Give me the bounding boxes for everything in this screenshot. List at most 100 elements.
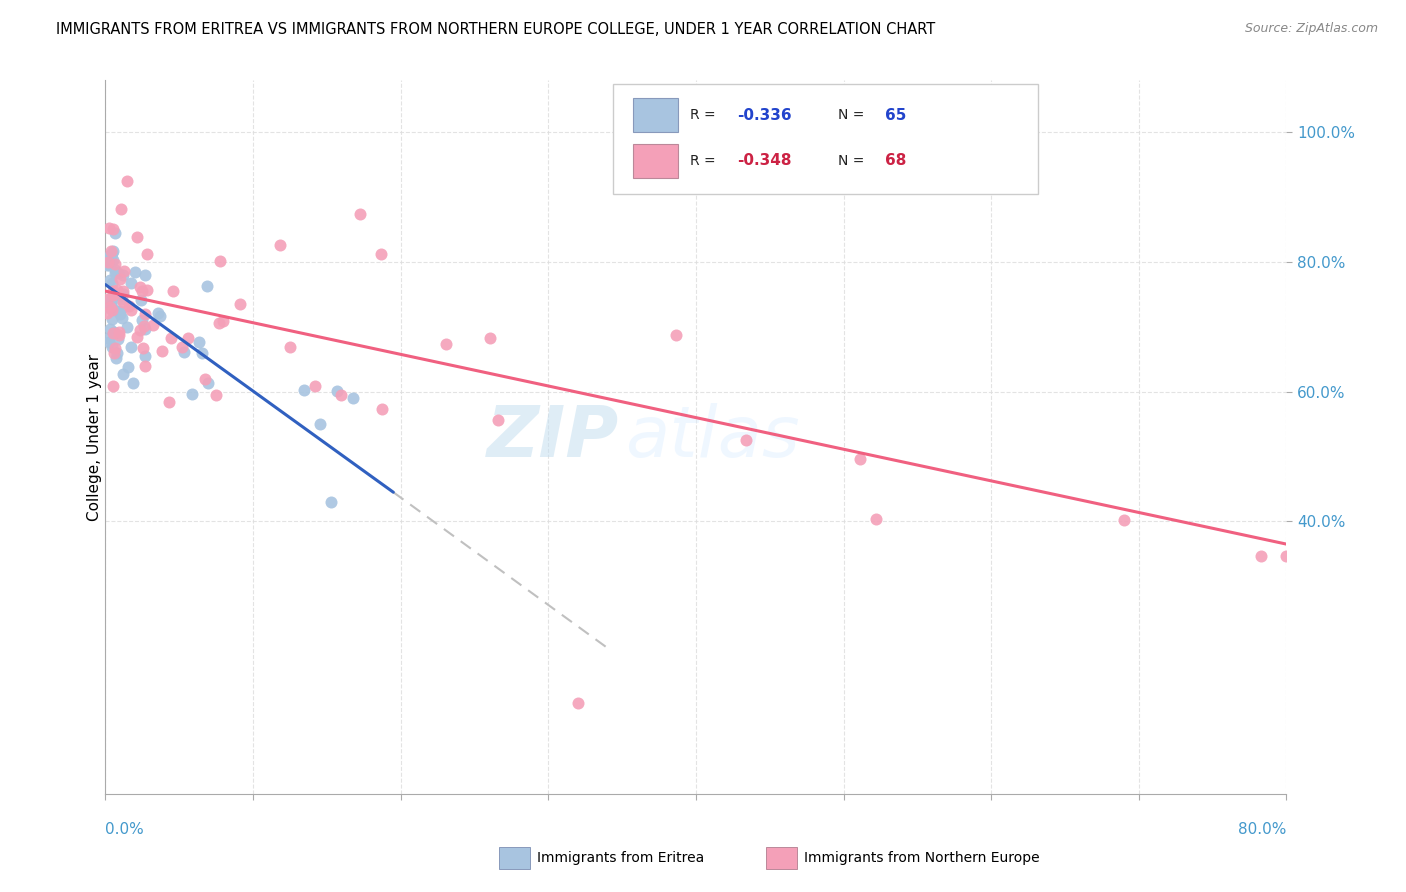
Point: [111, 268, 134, 282]
Point: [103, 288, 125, 302]
Point: [204, 387, 226, 401]
Point: [278, 340, 301, 354]
Point: [112, 287, 135, 301]
Point: [486, 413, 509, 427]
Point: [665, 327, 688, 342]
Point: [108, 326, 131, 340]
Point: [100, 301, 122, 315]
Point: [103, 288, 125, 302]
Point: [1275, 549, 1298, 563]
Point: [98, 295, 121, 310]
Point: [121, 340, 143, 354]
Point: [105, 283, 128, 297]
Point: [134, 322, 156, 336]
Point: [478, 331, 501, 345]
Point: [195, 278, 218, 293]
Point: [349, 207, 371, 221]
Point: [101, 276, 124, 290]
Point: [149, 309, 172, 323]
Point: [101, 285, 124, 299]
Point: [326, 384, 349, 398]
Point: [107, 266, 129, 280]
Point: [103, 346, 125, 360]
Point: [103, 325, 125, 339]
Point: [115, 174, 138, 188]
Point: [98, 322, 121, 336]
Text: R =: R =: [690, 154, 720, 168]
Y-axis label: College, Under 1 year: College, Under 1 year: [87, 353, 101, 521]
Point: [117, 299, 139, 313]
Point: [104, 257, 127, 271]
Point: [208, 316, 231, 330]
Point: [100, 255, 122, 269]
Point: [209, 254, 232, 268]
Point: [131, 284, 153, 298]
Point: [162, 285, 184, 299]
Point: [197, 376, 219, 390]
Text: Source: ZipAtlas.com: Source: ZipAtlas.com: [1244, 22, 1378, 36]
Point: [180, 386, 202, 401]
Text: -0.348: -0.348: [737, 153, 792, 169]
Point: [567, 696, 589, 710]
Point: [292, 384, 315, 398]
Point: [104, 266, 127, 280]
Point: [101, 246, 124, 260]
Point: [112, 295, 135, 310]
Point: [134, 349, 156, 363]
Point: [97, 255, 120, 269]
Point: [98, 221, 121, 235]
Text: -0.336: -0.336: [737, 108, 792, 123]
Text: N =: N =: [838, 154, 869, 168]
Point: [96, 258, 118, 272]
Point: [434, 337, 457, 351]
Text: atlas: atlas: [626, 402, 800, 472]
Text: Immigrants from Eritrea: Immigrants from Eritrea: [537, 851, 704, 865]
Point: [100, 250, 122, 264]
Point: [111, 310, 134, 325]
Point: [96, 306, 118, 320]
Text: N =: N =: [838, 108, 869, 122]
Point: [110, 202, 132, 217]
Point: [108, 304, 131, 318]
Point: [194, 372, 217, 386]
Point: [124, 265, 146, 279]
Point: [125, 329, 148, 343]
Point: [108, 272, 131, 286]
Point: [136, 283, 159, 297]
Point: [100, 291, 122, 305]
Point: [129, 323, 152, 337]
Point: [329, 388, 352, 402]
Point: [122, 376, 145, 391]
Point: [321, 495, 343, 509]
Point: [107, 303, 129, 318]
Text: Immigrants from Northern Europe: Immigrants from Northern Europe: [804, 851, 1040, 865]
Point: [98, 273, 121, 287]
Point: [105, 346, 128, 360]
Bar: [633, 98, 678, 132]
Point: [96, 300, 118, 314]
Text: 80.0%: 80.0%: [1239, 822, 1286, 837]
Point: [104, 262, 127, 277]
Point: [103, 326, 125, 340]
Text: ZIP: ZIP: [486, 402, 619, 472]
Point: [371, 401, 394, 416]
Point: [134, 268, 156, 282]
Point: [269, 238, 291, 252]
Point: [104, 226, 127, 240]
Point: [212, 313, 235, 327]
Point: [129, 293, 152, 307]
Point: [107, 332, 129, 346]
Point: [128, 280, 150, 294]
Point: [735, 433, 758, 447]
Point: [112, 284, 135, 298]
Point: [120, 277, 142, 291]
Point: [100, 340, 122, 354]
Bar: [633, 144, 678, 178]
Point: [160, 331, 183, 345]
Point: [97, 252, 120, 266]
Point: [104, 286, 127, 301]
Point: [100, 297, 122, 311]
Point: [157, 395, 180, 409]
Text: 65: 65: [884, 108, 907, 123]
Point: [111, 367, 134, 381]
